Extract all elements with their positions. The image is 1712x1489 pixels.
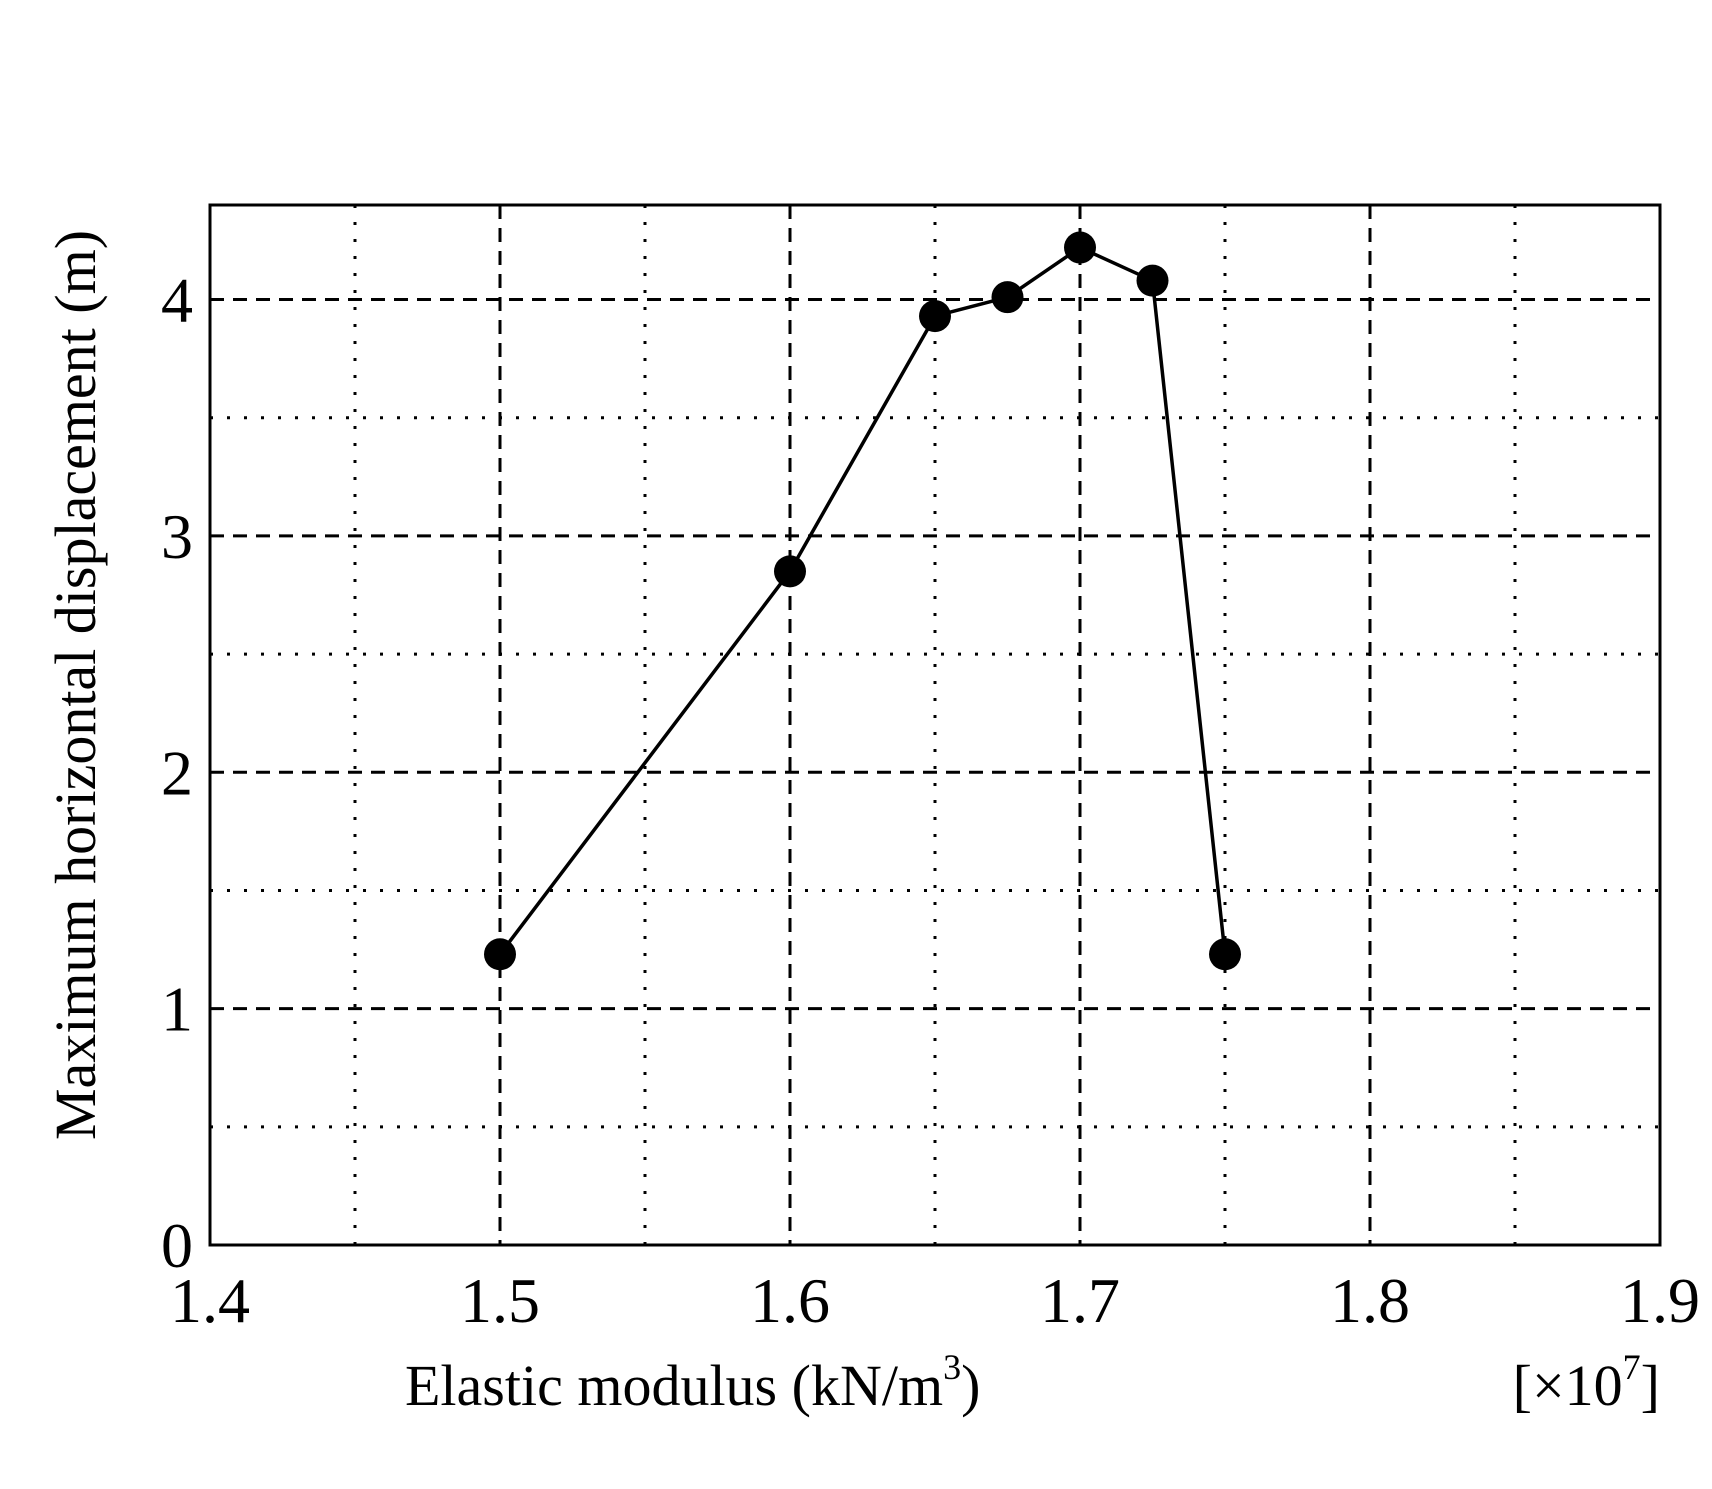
x-axis-multiplier: [×107] <box>1513 1347 1660 1418</box>
y-tick-label: 2 <box>161 737 193 808</box>
x-axis-label-suffix: ) <box>961 1353 980 1418</box>
y-axis-label: Maximum horizontal displacement (m) <box>43 230 108 1140</box>
tick-layer: 1.4 1.5 1.6 1.7 1.8 1.9 0 1 2 3 4 <box>161 265 1700 1336</box>
x-multiplier-suffix: ] <box>1641 1353 1660 1418</box>
y-tick-label: 4 <box>161 265 193 336</box>
data-point <box>1064 231 1096 264</box>
x-tick-label: 1.9 <box>1620 1265 1700 1336</box>
x-tick-label: 1.5 <box>460 1265 540 1336</box>
y-tick-label: 1 <box>161 974 193 1045</box>
x-tick-label: 1.7 <box>1040 1265 1120 1336</box>
data-point <box>774 555 806 588</box>
data-point <box>991 281 1024 314</box>
data-point <box>1209 938 1241 971</box>
x-axis-label-main: Elastic modulus (kN/m <box>405 1353 943 1418</box>
x-tick-label: 1.6 <box>750 1265 830 1336</box>
x-axis-label-superscript: 3 <box>943 1347 961 1387</box>
x-multiplier-prefix: [×10 <box>1513 1353 1623 1418</box>
x-tick-label: 1.8 <box>1330 1265 1410 1336</box>
data-point <box>484 938 516 971</box>
x-tick-label: 1.4 <box>170 1265 250 1336</box>
grid-layer <box>210 205 1660 1245</box>
plot-frame <box>208 203 1662 1247</box>
y-tick-label: 0 <box>161 1210 193 1281</box>
x-multiplier-exponent: 7 <box>1623 1347 1641 1387</box>
data-point <box>1136 264 1169 297</box>
data-point <box>919 300 951 333</box>
series-line <box>498 245 1227 956</box>
series-layer <box>484 231 1241 971</box>
x-axis-label: Elastic modulus (kN/m3) <box>405 1347 980 1418</box>
y-tick-label: 3 <box>161 501 193 572</box>
